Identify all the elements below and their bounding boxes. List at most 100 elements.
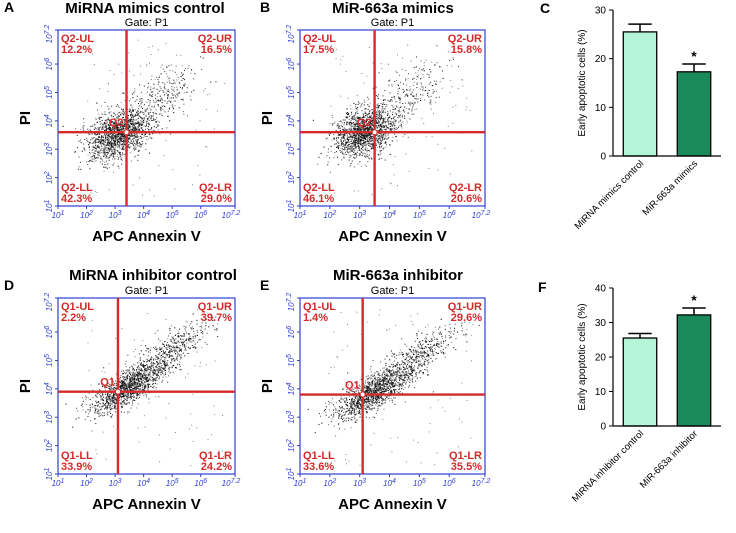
x-tick-label: 106 (443, 210, 456, 220)
scatter-point (379, 139, 381, 141)
scatter-point (118, 115, 120, 117)
scatter-point (358, 134, 360, 136)
scatter-point (83, 147, 85, 149)
scatter-point (123, 381, 125, 383)
scatter-point (171, 360, 173, 362)
scatter-point (436, 80, 438, 82)
scatter-point (141, 134, 143, 136)
scatter-point (103, 143, 105, 145)
scatter-point (113, 138, 115, 140)
scatter-point (108, 159, 110, 161)
scatter-point (135, 388, 137, 390)
scatter-point (152, 45, 154, 47)
scatter-point (151, 365, 153, 367)
scatter-point (451, 65, 453, 67)
scatter-point (170, 346, 172, 348)
scatter-point (169, 352, 171, 354)
scatter-point (420, 69, 422, 71)
scatter-point (149, 383, 151, 385)
x-tick-label: 101 (52, 210, 65, 220)
scatter-point (179, 361, 181, 363)
scatter-point (98, 113, 100, 115)
scatter-point (94, 139, 96, 141)
scatter-point (372, 122, 374, 124)
scatter-point (134, 133, 136, 135)
scatter-point (122, 376, 124, 378)
scatter-point (349, 154, 351, 156)
scatter-point (120, 120, 122, 122)
scatter-point (116, 135, 118, 137)
scatter-point (370, 120, 372, 122)
scatter-point (137, 129, 139, 131)
scatter-point (99, 126, 101, 128)
scatter-point (378, 122, 380, 124)
scatter-point (98, 147, 100, 149)
scatter-point (100, 396, 102, 398)
scatter-point (160, 97, 162, 99)
scatter-point (134, 113, 136, 115)
scatter-point (116, 113, 118, 115)
scatter-point (161, 98, 163, 100)
scatter-point (149, 116, 151, 118)
scatter-point (451, 86, 453, 88)
scatter-point (385, 128, 387, 130)
scatter-point (137, 375, 139, 377)
scatter-point (369, 133, 371, 135)
scatter-point (100, 158, 102, 160)
scatter-point (357, 133, 359, 135)
scatter-point (342, 152, 344, 154)
scatter-point (107, 404, 109, 406)
scatter-point (151, 105, 153, 107)
scatter-point (160, 374, 162, 376)
scatter-point (352, 116, 354, 118)
scatter-point (116, 118, 118, 120)
scatter-point (365, 129, 367, 131)
scatter-point (101, 152, 103, 154)
scatter-point (163, 86, 165, 88)
scatter-point (353, 128, 355, 130)
scatter-point (111, 129, 113, 131)
scatter-point (355, 153, 357, 155)
scatter-point (375, 122, 377, 124)
scatter-point (114, 136, 116, 138)
scatter-point (335, 138, 337, 140)
scatter-point (428, 168, 430, 169)
scatter-point (129, 134, 131, 136)
scatter-point (365, 114, 367, 116)
scatter-point (151, 96, 153, 98)
scatter-point (94, 133, 96, 135)
scatter-point (153, 370, 155, 372)
scatter-point (392, 114, 394, 116)
quadrant-ul-name: Q2-UL (61, 33, 94, 45)
scatter-point (133, 369, 135, 371)
scatter-point (365, 165, 367, 167)
scatter-point (153, 362, 155, 364)
scatter-point (384, 108, 386, 110)
scatter-point (128, 111, 130, 113)
scatter-point (99, 412, 101, 414)
scatter-point (367, 96, 369, 98)
scatter-point (87, 164, 89, 166)
scatter-point (115, 127, 117, 129)
scatter-point (124, 124, 126, 126)
scatter-point (114, 158, 116, 160)
scatter-point (338, 134, 340, 136)
scatter-point (366, 141, 368, 143)
scatter-point (176, 89, 178, 91)
scatter-point (94, 407, 96, 409)
scatter-point (119, 111, 121, 113)
scatter-point (173, 359, 175, 361)
y-tick-label: 106 (286, 58, 296, 71)
scatter-point (129, 137, 131, 139)
scatter-point (97, 404, 99, 406)
scatter-point (431, 61, 433, 63)
scatter-point (377, 111, 379, 113)
scatter-point (179, 92, 181, 94)
scatter-point (154, 101, 156, 103)
scatter-point (155, 121, 157, 123)
scatter-point (133, 376, 135, 378)
scatter-point (396, 79, 398, 81)
scatter-point (108, 387, 110, 389)
scatter-point (175, 338, 177, 340)
scatter-point (128, 138, 130, 140)
